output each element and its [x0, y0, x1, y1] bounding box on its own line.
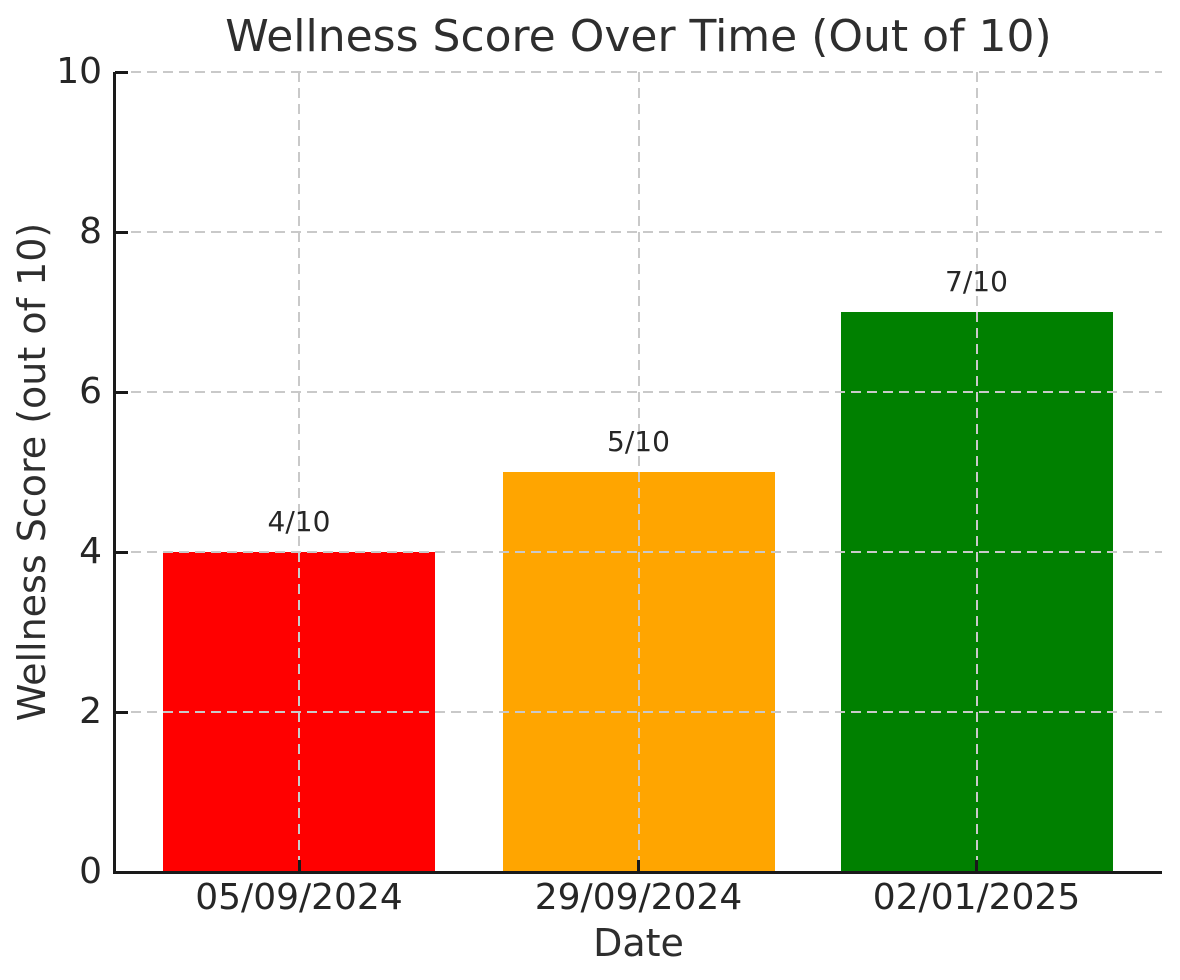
bar-labels-layer: 4/10 5/10 7/10 — [115, 72, 1162, 872]
h-gridline — [115, 711, 1162, 713]
y-axis-spine — [113, 72, 116, 874]
grid-layer — [115, 71, 1162, 872]
y-tick-mark — [115, 550, 128, 554]
y-tick-mark — [115, 710, 128, 714]
y-axis-label: Wellness Score (out of 10) — [10, 222, 54, 722]
y-tick-label: 10 — [56, 51, 102, 92]
x-tick-label: 05/09/2024 — [195, 877, 403, 918]
y-tick-label: 0 — [79, 851, 102, 892]
chart-title: Wellness Score Over Time (Out of 10) — [225, 11, 1052, 62]
y-tick-mark — [115, 230, 128, 234]
x-axis-label: Date — [593, 921, 684, 965]
plot-area: 4/10 5/10 7/10 — [113, 70, 1162, 874]
y-tick-mark — [115, 390, 128, 394]
x-tick-mark — [975, 860, 978, 872]
y-tick-label: 2 — [79, 691, 102, 732]
v-gridline — [298, 72, 300, 872]
h-gridline — [115, 551, 1162, 553]
v-gridline — [637, 72, 640, 872]
y-tick-label: 4 — [79, 531, 102, 572]
bar-value-label: 4/10 — [267, 505, 331, 538]
bar-value-label: 7/10 — [945, 265, 1008, 298]
x-tick-label: 02/01/2025 — [872, 877, 1081, 918]
x-tick-mark — [637, 860, 640, 872]
y-tick-mark — [115, 70, 128, 74]
x-tick-label: 29/09/2024 — [534, 877, 743, 918]
y-tick-label: 6 — [79, 371, 102, 412]
x-axis-spine — [113, 871, 1162, 874]
h-gridline — [115, 231, 1162, 233]
x-tick-mark — [297, 860, 301, 872]
bar-value-label: 5/10 — [607, 425, 670, 458]
y-tick-label: 8 — [79, 211, 102, 252]
h-gridline — [115, 71, 1162, 73]
v-gridline — [975, 72, 978, 872]
h-gridline — [115, 391, 1162, 393]
